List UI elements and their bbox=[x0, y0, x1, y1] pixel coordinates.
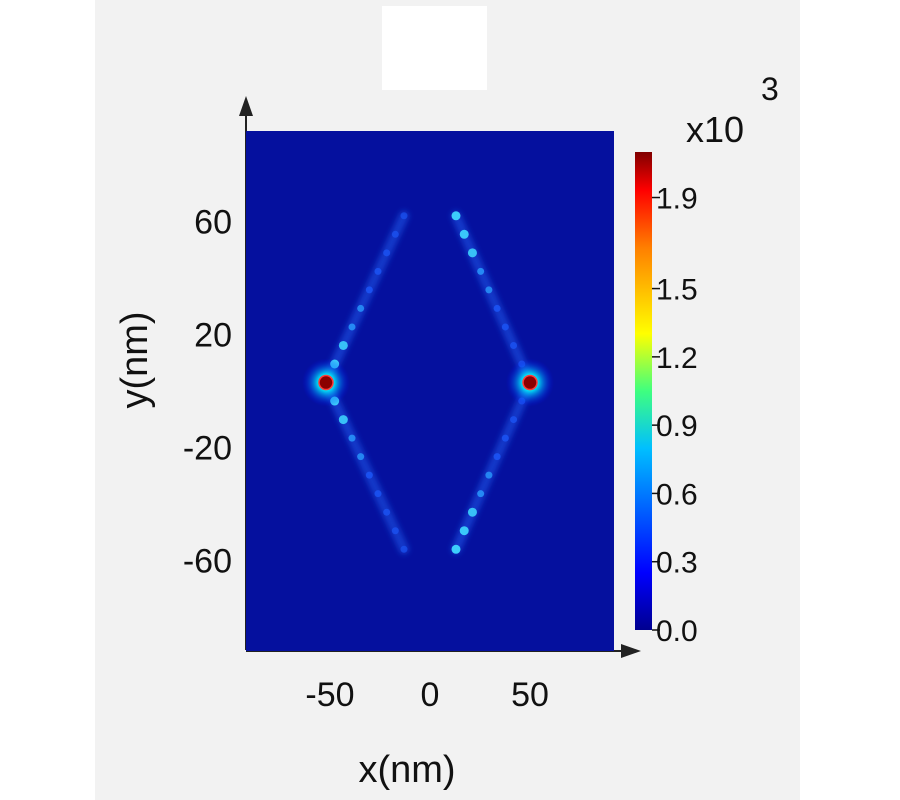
edge-spot bbox=[400, 545, 408, 553]
x-ticks: -50 0 50 bbox=[305, 676, 548, 714]
edge-glow bbox=[451, 210, 535, 388]
colorbar-tick-label: 0.9 bbox=[656, 410, 698, 443]
colorbar-ticks: 1.9 1.5 1.2 0.9 0.6 0.3 0.0 bbox=[652, 183, 698, 648]
edge-spot bbox=[365, 471, 373, 479]
edge-spot bbox=[338, 415, 348, 425]
edge-spot bbox=[374, 267, 382, 275]
x-tick-label: 0 bbox=[421, 676, 440, 714]
edge-spot bbox=[477, 267, 485, 275]
colorbar-tick-label: 0.3 bbox=[656, 547, 698, 580]
edge-spot bbox=[348, 323, 356, 331]
colorbar-tick-label: 0.6 bbox=[656, 478, 698, 511]
y-tick-label: 20 bbox=[194, 316, 232, 354]
hotspot-core bbox=[522, 374, 538, 391]
colorbar-tick-label: 1.5 bbox=[656, 274, 698, 307]
y-tick-label: -20 bbox=[183, 430, 232, 468]
edge-spot bbox=[348, 434, 356, 442]
colorbar-tick-label: 1.2 bbox=[656, 342, 698, 375]
edge-spot bbox=[493, 453, 501, 461]
edge-spot bbox=[485, 286, 493, 294]
edge-glow bbox=[321, 210, 409, 388]
edge-spot bbox=[459, 229, 469, 239]
x-axis-label: x(nm) bbox=[358, 749, 455, 791]
edge-glow bbox=[451, 377, 535, 555]
edge-spot bbox=[493, 304, 501, 312]
y-tick-label: -60 bbox=[183, 543, 232, 581]
edge-spot bbox=[400, 212, 408, 220]
edge-spot bbox=[383, 249, 391, 257]
edge-spot bbox=[467, 248, 477, 258]
x-tick-label: 50 bbox=[511, 676, 549, 714]
colorbar-exponent: 3 bbox=[761, 71, 779, 107]
edge-spot bbox=[391, 230, 399, 238]
y-tick-label: 60 bbox=[194, 203, 232, 241]
edge-spot bbox=[391, 527, 399, 535]
x-tick-label: -50 bbox=[305, 676, 354, 714]
heatmap-plot-area bbox=[246, 131, 614, 651]
x-axis-arrowhead bbox=[621, 644, 641, 658]
edge-spot bbox=[467, 507, 477, 517]
edge-spot bbox=[485, 471, 493, 479]
edge-spot bbox=[374, 490, 382, 498]
colorbar-tick-label: 0.0 bbox=[656, 615, 698, 648]
heatmap-marks bbox=[302, 210, 554, 555]
colorbar bbox=[635, 152, 652, 630]
edge-spot bbox=[501, 323, 509, 331]
y-axis-label: y(nm) bbox=[114, 311, 156, 408]
edge-spot bbox=[510, 341, 518, 349]
edge-spot bbox=[357, 304, 365, 312]
y-ticks: 60 20 -20 -60 bbox=[183, 203, 232, 580]
hotspot-core bbox=[318, 374, 334, 391]
edge-spot bbox=[338, 340, 348, 350]
colorbar-tick-label: 1.9 bbox=[656, 183, 698, 216]
edge-spot bbox=[357, 453, 365, 461]
edge-spot bbox=[451, 544, 461, 554]
colorbar-multiplier: x10 bbox=[686, 109, 744, 150]
edge-spot bbox=[501, 434, 509, 442]
edge-spot bbox=[383, 508, 391, 516]
edge-spot bbox=[477, 490, 485, 498]
y-axis-arrowhead bbox=[239, 96, 253, 116]
edge-spot bbox=[365, 286, 373, 294]
edge-spot bbox=[510, 416, 518, 424]
blank-label-box bbox=[382, 6, 487, 90]
edge-spot bbox=[459, 526, 469, 536]
edge-spot bbox=[451, 211, 461, 221]
edge-glow bbox=[321, 377, 409, 555]
